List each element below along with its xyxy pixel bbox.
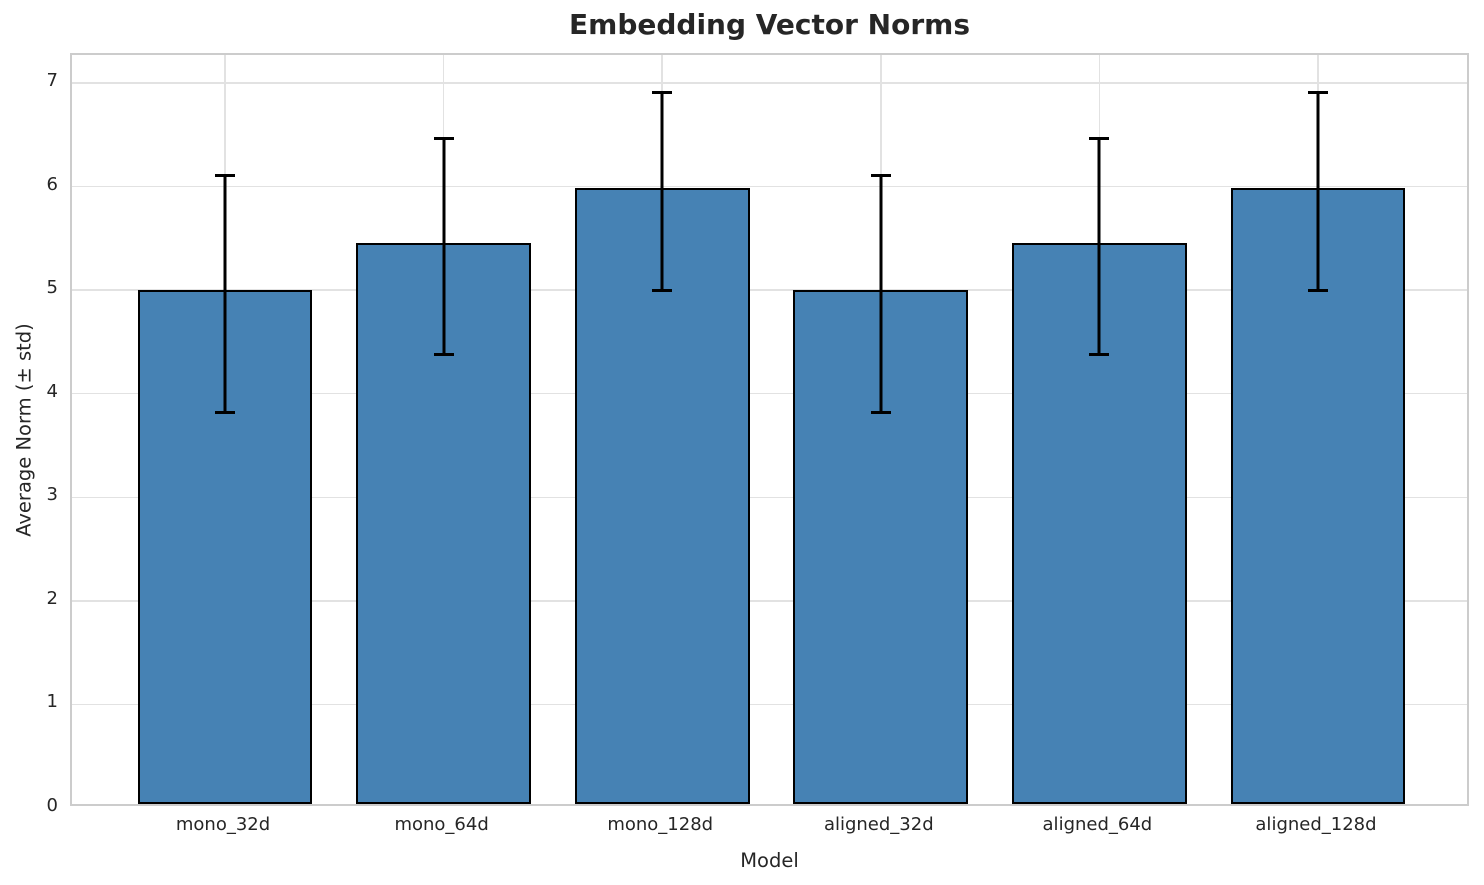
y-axis-label: Average Norm (± std) (12, 323, 36, 537)
gridline-h-1 (72, 703, 1467, 706)
error-bar-mono_128d (652, 91, 673, 293)
x-tick-label-aligned_32d: aligned_32d (823, 814, 934, 835)
x-tick-label-aligned_64d: aligned_64d (1042, 814, 1153, 835)
bar-aligned_64d (1011, 242, 1187, 804)
y-tick-label-0: 0 (46, 795, 58, 816)
error-bar-cap-top (870, 174, 891, 178)
error-bar-mono_32d (215, 174, 236, 415)
error-bar-line (879, 174, 883, 415)
y-tick-label-4: 4 (46, 380, 58, 402)
error-bar-aligned_32d (870, 174, 891, 415)
error-bar-mono_64d (433, 136, 454, 357)
error-bar-line (223, 174, 227, 415)
x-tick-label-mono_128d: mono_128d (607, 814, 714, 835)
gridline-h-7 (72, 82, 1467, 84)
y-tick-label-5: 5 (46, 277, 58, 299)
error-bar-cap-bottom (215, 411, 236, 415)
error-bar-cap-bottom (870, 411, 891, 415)
y-tick-label-7: 7 (46, 69, 58, 91)
gridline-h-5 (72, 289, 1467, 291)
chart-title: Embedding Vector Norms (569, 8, 970, 41)
gridline-h-2 (72, 600, 1467, 602)
error-bar-cap-top (215, 174, 236, 178)
x-tick-label-aligned_128d: aligned_128d (1255, 814, 1377, 835)
error-bar-line (1316, 91, 1320, 293)
error-bar-line (660, 91, 664, 293)
error-bar-cap-bottom (1089, 353, 1110, 357)
error-bar-cap-top (433, 136, 454, 140)
error-bar-cap-top (1089, 136, 1110, 140)
error-bar-cap-bottom (433, 353, 454, 357)
error-bar-cap-top (1307, 91, 1328, 95)
error-bar-cap-bottom (652, 289, 673, 293)
gridline-h-6 (72, 185, 1467, 188)
y-tick-label-2: 2 (46, 587, 58, 609)
gridline-h-3 (72, 496, 1467, 499)
x-axis-label: Model (740, 849, 799, 872)
error-bar-aligned_128d (1307, 91, 1328, 293)
error-bar-line (442, 136, 446, 357)
gridline-h-4 (72, 392, 1467, 395)
error-bar-cap-bottom (1307, 289, 1328, 293)
y-tick-label-1: 1 (46, 691, 58, 713)
error-bar-aligned_64d (1089, 136, 1110, 357)
x-tick-label-mono_64d: mono_64d (394, 814, 489, 835)
plot-area (70, 53, 1469, 806)
error-bar-cap-top (652, 91, 673, 95)
y-tick-label-3: 3 (46, 484, 58, 506)
x-tick-label-mono_32d: mono_32d (175, 814, 271, 835)
y-tick-label-6: 6 (46, 173, 58, 195)
error-bar-line (1097, 136, 1101, 357)
